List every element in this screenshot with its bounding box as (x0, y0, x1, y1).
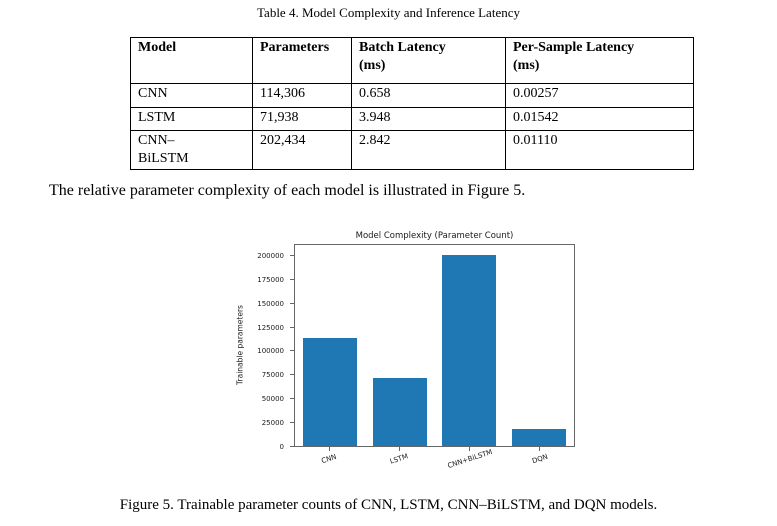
table-row: LSTM 71,938 3.948 0.01542 (130, 107, 694, 131)
col-header-parameters: Parameters (252, 37, 352, 84)
y-tick-mark (290, 422, 294, 424)
figure-5-chart: Model Complexity (Parameter Count) Train… (230, 228, 610, 484)
y-tick-label: 50000 (261, 395, 284, 404)
col-header-per-sample-latency: Per-Sample Latency (ms) (505, 37, 694, 84)
cell-batch-latency: 3.948 (351, 107, 506, 131)
cell-per-sample-latency: 0.01110 (505, 130, 694, 170)
cell-parameters: 202,434 (252, 130, 352, 170)
plot-area (294, 244, 575, 447)
y-tick-mark (290, 398, 294, 400)
y-tick-mark (290, 254, 294, 256)
y-tick-mark (290, 278, 294, 280)
bar-cnn (302, 337, 357, 446)
y-tick-label: 150000 (257, 299, 284, 308)
cell-parameters: 114,306 (252, 83, 352, 108)
col-header-batch-latency: Batch Latency (ms) (351, 37, 506, 84)
y-tick-label: 0 (279, 443, 284, 451)
y-tick-mark (290, 302, 294, 304)
body-paragraph: The relative parameter complexity of eac… (49, 182, 526, 199)
complexity-table: Model Parameters Batch Latency (ms) Per-… (130, 37, 694, 170)
cell-parameters: 71,938 (252, 107, 352, 131)
cell-per-sample-latency: 0.01542 (505, 107, 694, 131)
table-header-row: Model Parameters Batch Latency (ms) Per-… (130, 37, 694, 84)
cell-model: CNN (130, 83, 253, 108)
x-tick-label: DQN (530, 452, 549, 466)
col-header-model: Model (130, 37, 253, 84)
bar-dqn (512, 428, 567, 446)
x-tick-mark (469, 447, 471, 451)
y-tick-mark (290, 350, 294, 352)
cell-per-sample-latency: 0.00257 (505, 83, 694, 108)
y-axis-ticks: 0 25000 50000 75000 100000 125000 150000 175000… (244, 244, 294, 451)
x-tick-mark (328, 447, 330, 451)
figure-caption: Figure 5. Trainable parameter counts of … (119, 497, 658, 513)
table-caption: Table 4. Model Complexity and Inference … (257, 5, 520, 20)
cell-model: CNN– BiLSTM (130, 130, 253, 170)
cell-batch-latency: 2.842 (351, 130, 506, 170)
x-tick-label: LSTM (389, 452, 410, 466)
chart-title: Model Complexity (Parameter Count) (355, 231, 514, 241)
x-tick-mark (539, 447, 541, 451)
y-tick-label: 175000 (257, 275, 284, 284)
x-tick-label: CNN+BiLSTM (446, 447, 494, 471)
y-tick-label: 75000 (261, 371, 284, 380)
bar-cnn+bilstm (442, 254, 497, 446)
y-tick-label: 100000 (257, 347, 284, 356)
y-tick-mark (290, 326, 294, 328)
table-row: CNN 114,306 0.658 0.00257 (130, 83, 694, 108)
y-tick-mark (290, 374, 294, 376)
x-axis-ticks: CNN LSTM CNN+BiLSTM DQN (294, 447, 575, 484)
cell-batch-latency: 0.658 (351, 83, 506, 108)
bar-lstm (372, 377, 427, 446)
y-tick-label: 200000 (257, 251, 284, 260)
x-tick-label: CNN (320, 452, 338, 466)
table-row: CNN– BiLSTM 202,434 2.842 0.01110 (130, 130, 694, 170)
y-tick-label: 25000 (261, 419, 284, 428)
y-tick-mark (290, 446, 294, 447)
cell-model: LSTM (130, 107, 253, 131)
y-tick-label: 125000 (257, 323, 284, 332)
x-tick-mark (398, 447, 400, 451)
